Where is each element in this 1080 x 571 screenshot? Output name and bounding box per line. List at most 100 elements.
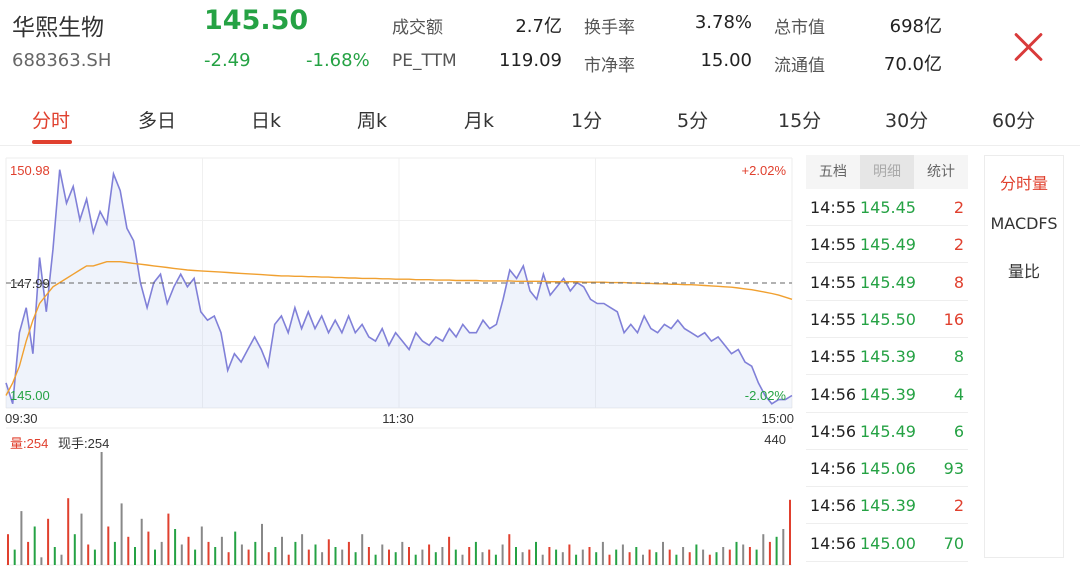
volume-bar — [421, 549, 424, 565]
trade-row: 14:56 145.39 2 — [806, 487, 968, 525]
volume-bar — [100, 452, 103, 565]
volume-bar — [628, 552, 631, 565]
volume-bar — [588, 547, 591, 565]
volume-bar — [688, 552, 691, 565]
tab-1min[interactable]: 1分 — [571, 110, 603, 132]
volume-bar — [762, 534, 765, 565]
tab-trade-detail[interactable]: 明细 — [860, 155, 914, 189]
volume-bar — [702, 549, 705, 565]
volume-bar — [581, 549, 584, 565]
volume-bar — [160, 541, 163, 565]
price-change: -2.49 — [204, 50, 251, 71]
volume-bar — [515, 547, 517, 565]
volume-bar — [321, 552, 324, 565]
volume-bar — [474, 541, 477, 565]
trade-price: 145.06 — [860, 459, 916, 479]
volume-bar — [120, 503, 123, 565]
stat-label-market-cap: 总市值 — [774, 18, 825, 38]
pct-high-label: +2.02% — [742, 163, 787, 178]
tab-daily-k[interactable]: 日k — [251, 110, 282, 132]
trade-time: 14:56 — [810, 496, 857, 516]
close-icon[interactable] — [1012, 30, 1046, 64]
volume-bar — [535, 541, 537, 565]
volume-bar — [448, 536, 451, 566]
tab-weekly-k[interactable]: 周k — [357, 110, 388, 132]
volume-bar — [481, 552, 484, 565]
tab-statistics[interactable]: 统计 — [927, 164, 955, 180]
volume-bar — [775, 536, 778, 566]
volume-bar — [274, 547, 277, 565]
volume-bar — [768, 541, 771, 565]
volume-bar — [428, 544, 431, 565]
volume-bar — [234, 531, 237, 565]
volume-bar — [134, 547, 136, 565]
stat-label-pb: 市净率 — [584, 56, 635, 76]
volume-bar — [621, 544, 624, 565]
chart-canvas: 150.98 147.99 145.00 +2.02% -2.02% 09:30… — [5, 157, 794, 566]
trade-volume: 93 — [943, 459, 964, 479]
volume-bar — [715, 552, 718, 565]
trade-row: 14:55 145.49 2 — [806, 226, 968, 264]
volume-bar — [47, 518, 50, 565]
volume-bar — [174, 529, 177, 565]
tab-30min[interactable]: 30分 — [885, 110, 929, 132]
volume-bar — [113, 541, 116, 565]
trade-time: 14:56 — [810, 384, 857, 404]
volume-bar — [468, 547, 471, 565]
tab-5min[interactable]: 5分 — [677, 110, 709, 132]
tab-multi-day[interactable]: 多日 — [138, 110, 177, 132]
volume-bar — [568, 544, 571, 565]
volume-bar — [27, 541, 30, 565]
stat-label-float-cap: 流通值 — [774, 56, 825, 76]
pct-low-label: -2.02% — [745, 388, 787, 403]
trade-row: 14:55 145.39 8 — [806, 338, 968, 376]
last-price: 145.50 — [204, 5, 309, 36]
current-hand-label: 现手:254 — [58, 436, 109, 451]
trade-volume: 2 — [953, 235, 964, 255]
tab-15min[interactable]: 15分 — [778, 110, 822, 132]
stat-value-pe: 119.09 — [499, 50, 562, 71]
volume-bar — [434, 552, 437, 565]
time-label-open: 09:30 — [5, 411, 38, 426]
volume-bar — [401, 541, 404, 565]
price-change-pct: -1.68% — [306, 50, 370, 71]
tab-60min[interactable]: 60分 — [992, 110, 1036, 132]
tab-order-book[interactable]: 五档 — [819, 164, 847, 180]
volume-bar — [327, 539, 330, 565]
trade-price: 145.45 — [860, 198, 916, 217]
volume-bar — [575, 554, 578, 565]
stock-name: 华熙生物 — [12, 15, 104, 41]
indicator-minute-volume[interactable]: 分时量 — [999, 174, 1048, 193]
trade-volume: 16 — [943, 309, 964, 329]
indicator-macdfs[interactable]: MACDFS — [990, 214, 1058, 233]
volume-bar — [220, 536, 223, 566]
volume-bar — [67, 498, 70, 565]
volume-bar — [494, 554, 497, 565]
volume-bar — [40, 557, 43, 565]
intraday-chart[interactable]: 150.98 147.99 145.00 +2.02% -2.02% 09:30… — [0, 150, 800, 571]
volume-bar — [261, 523, 263, 565]
volume-bar — [247, 549, 250, 565]
volume-bar — [341, 549, 344, 565]
stock-code: 688363.SH — [12, 50, 112, 71]
stat-value-turnover-rate: 3.78% — [694, 12, 752, 33]
tab-monthly-k[interactable]: 月k — [464, 110, 495, 132]
volume-bar — [214, 547, 217, 565]
volume-bar — [394, 552, 397, 565]
volume-bar — [722, 547, 725, 565]
volume-bar — [668, 549, 671, 565]
price-high-label: 150.98 — [10, 163, 50, 178]
trade-time: 14:55 — [810, 272, 857, 292]
volume-bar — [361, 534, 364, 565]
volume-bar — [13, 549, 16, 565]
trade-time: 14:56 — [810, 459, 857, 479]
volume-bar — [207, 541, 210, 565]
period-tabs: 分时 多日 日k 周k 月k 1分 5分 15分 30分 60分 — [0, 96, 1080, 146]
volume-bar — [281, 536, 283, 566]
volume-bar — [501, 544, 504, 565]
volume-bar — [528, 549, 531, 565]
indicator-volume-ratio[interactable]: 量比 — [1007, 262, 1040, 281]
volume-bar — [354, 552, 357, 565]
tab-intraday[interactable]: 分时 — [32, 110, 71, 132]
volume-bar — [414, 554, 417, 565]
